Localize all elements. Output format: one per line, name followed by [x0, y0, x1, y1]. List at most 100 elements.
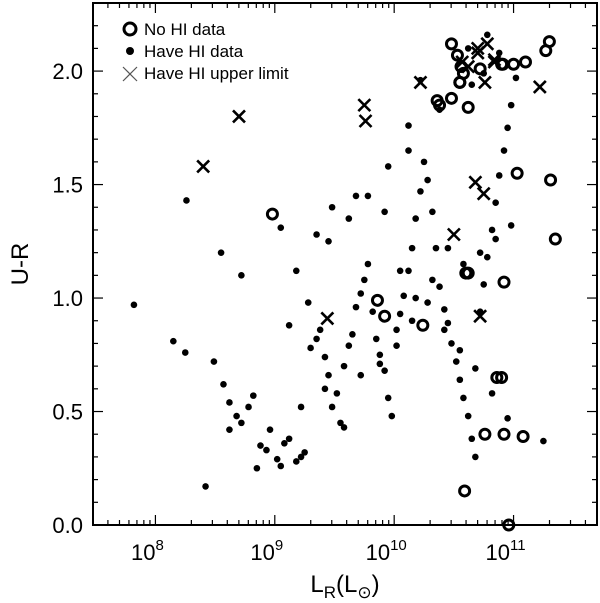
filled-dot-marker	[345, 342, 353, 350]
filled-dot-marker	[340, 424, 348, 431]
filled-dot-marker	[424, 176, 431, 184]
filled-dot-marker	[337, 419, 344, 427]
filled-dot-marker	[277, 224, 285, 231]
open-circle-marker	[542, 35, 556, 49]
x-marker	[532, 80, 547, 94]
filled-dot-marker	[424, 299, 431, 306]
filled-dot-marker	[328, 203, 336, 211]
open-circle-marker	[461, 100, 475, 114]
filled-dot-marker	[352, 192, 360, 200]
x-marker	[477, 75, 492, 90]
open-circle-marker	[265, 207, 279, 221]
filled-dot-marker	[441, 306, 448, 313]
filled-dot-marker	[456, 346, 464, 354]
x-marker	[468, 175, 483, 190]
open-circle-marker	[461, 266, 475, 280]
filled-dot-marker	[313, 335, 320, 343]
filled-dot-marker	[492, 235, 499, 243]
filled-dot-marker	[393, 326, 400, 334]
x-marker	[413, 75, 428, 90]
filled-dot-marker	[210, 358, 218, 365]
filled-dot-marker	[468, 81, 476, 89]
filled-dot-marker	[504, 415, 511, 422]
filled-dot-marker	[460, 260, 467, 268]
filled-dot-marker	[361, 276, 368, 284]
filled-dot-marker	[468, 435, 476, 443]
open-circle-marker	[444, 37, 458, 51]
filled-dot-marker	[488, 390, 496, 397]
open-circle-marker	[544, 173, 558, 187]
filled-dot-marker	[472, 365, 479, 372]
x-tick-label: 108	[131, 537, 164, 565]
filled-dot-marker	[238, 419, 245, 427]
plot-frame	[92, 2, 598, 526]
filled-dot-marker	[388, 412, 396, 420]
x-marker	[358, 114, 373, 128]
filled-dot-marker	[357, 290, 365, 297]
filled-dot-marker	[281, 439, 288, 447]
filled-dot-marker	[483, 31, 491, 39]
open-circle-marker	[497, 427, 511, 441]
x-marker	[196, 159, 211, 174]
y-axis-title: U-R	[7, 243, 34, 286]
x-marker	[487, 52, 502, 67]
filled-dot-marker	[507, 101, 515, 109]
filled-dot-marker	[307, 344, 314, 352]
filled-dot-marker	[273, 455, 281, 463]
filled-dot-marker	[304, 299, 312, 306]
filled-dot-marker	[183, 197, 190, 204]
open-circle-marker	[478, 427, 492, 441]
filled-dot-marker	[233, 412, 240, 420]
filled-dot-marker	[325, 238, 332, 245]
filled-dot-marker	[328, 403, 336, 411]
filled-dot-marker	[357, 371, 365, 379]
open-circle-marker	[490, 370, 504, 384]
filled-dot-marker	[384, 163, 392, 170]
filled-dot-marker	[181, 349, 189, 356]
legend-label-have-hi: Have HI data	[144, 42, 244, 61]
x-tick-label: 1011	[486, 537, 526, 565]
filled-dot-marker	[540, 437, 547, 445]
filled-dot-marker	[400, 292, 408, 300]
filled-dot-marker	[417, 188, 424, 195]
filled-dot-marker	[412, 294, 419, 302]
open-circle-marker	[473, 62, 487, 76]
filled-dot-marker	[297, 403, 305, 411]
legend-open-circle-icon	[122, 21, 138, 37]
filled-dot-marker	[408, 244, 416, 252]
x-marker	[476, 186, 491, 201]
open-circle-marker	[378, 309, 392, 323]
open-circle-marker	[458, 484, 472, 498]
x-axis-title: LR(L⊙)	[310, 571, 379, 602]
axis-ticks	[92, 2, 598, 526]
filled-dot-marker	[266, 426, 274, 433]
filled-dot-marker	[316, 326, 324, 334]
filled-dot-marker	[376, 351, 384, 359]
x-tick-label: 1010	[366, 537, 407, 565]
legend-filled-dot-icon	[126, 47, 134, 55]
filled-dot-marker	[349, 331, 356, 338]
filled-dot-marker	[452, 358, 460, 365]
filled-dot-marker	[483, 253, 491, 261]
x-marker	[320, 311, 335, 326]
x-marker	[470, 41, 485, 56]
filled-dot-marker	[345, 215, 353, 222]
y-tick-label: 1.5	[52, 173, 83, 198]
filled-dot-marker	[263, 446, 270, 454]
filled-dot-marker	[472, 453, 479, 461]
y-tick-labels: 0.0 0.5 1.0 1.5 2.0	[52, 59, 83, 538]
filled-dot-marker	[405, 267, 412, 275]
open-circle-marker	[370, 293, 384, 307]
filled-dot-marker	[285, 321, 293, 329]
x-tick-label: 109	[250, 537, 283, 565]
filled-dot-marker	[444, 244, 452, 252]
open-circle-marker	[510, 166, 524, 180]
filled-dot-marker	[238, 272, 245, 279]
filled-dot-marker	[500, 147, 508, 154]
y-tick-label: 1.0	[52, 286, 83, 311]
y-tick-label: 0.0	[52, 513, 83, 538]
filled-dot-marker	[130, 301, 138, 309]
x-marker	[473, 309, 488, 324]
filled-dot-marker	[480, 70, 488, 77]
